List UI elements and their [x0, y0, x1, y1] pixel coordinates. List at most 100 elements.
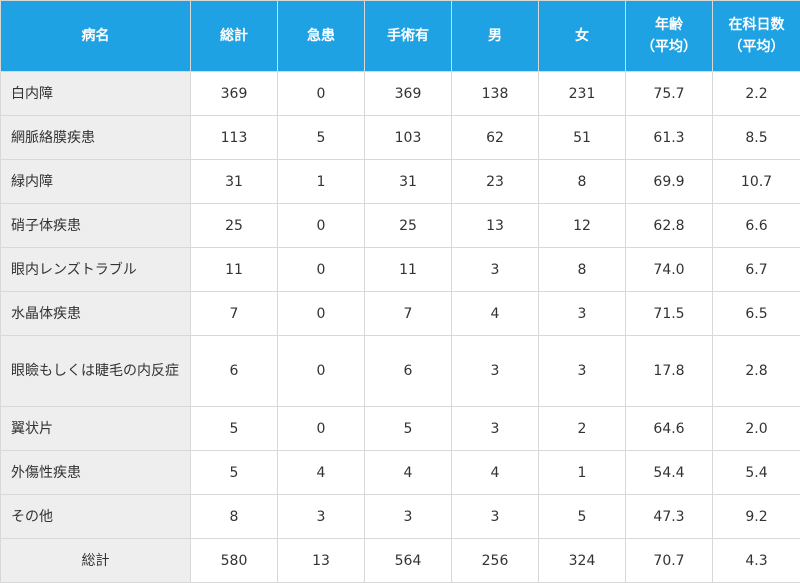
header-emergency: 急患	[277, 0, 365, 72]
cell-age: 54.4	[625, 450, 713, 495]
cell-days: 2.0	[712, 406, 800, 451]
cell-age: 17.8	[625, 335, 713, 407]
cell-surgery: 5	[364, 406, 452, 451]
cell-age: 75.7	[625, 71, 713, 116]
table-row: その他 8 3 3 3 5 47.3 9.2	[0, 494, 800, 539]
header-male: 男	[451, 0, 539, 72]
table-row: 眼内レンズトラブル 11 0 11 3 8 74.0 6.7	[0, 247, 800, 292]
cell-female: 1	[538, 450, 626, 495]
cell-age: 61.3	[625, 115, 713, 160]
table-row: 眼瞼もしくは睫毛の内反症 6 0 6 3 3 17.8 2.8	[0, 335, 800, 407]
cell-emergency: 0	[277, 406, 365, 451]
cell-age: 69.9	[625, 159, 713, 204]
cell-total: 5	[190, 406, 278, 451]
table-row: 白内障 369 0 369 138 231 75.7 2.2	[0, 71, 800, 116]
header-days-line1: 在科日数	[728, 17, 785, 33]
cell-days: 4.3	[712, 538, 800, 583]
cell-female: 12	[538, 203, 626, 248]
cell-female: 51	[538, 115, 626, 160]
cell-surgery: 564	[364, 538, 452, 583]
cell-male: 4	[451, 291, 539, 336]
table-row: 緑内障 31 1 31 23 8 69.9 10.7	[0, 159, 800, 204]
header-days-line2: （平均）	[728, 39, 785, 55]
cell-age: 74.0	[625, 247, 713, 292]
cell-male: 3	[451, 406, 539, 451]
cell-age: 71.5	[625, 291, 713, 336]
cell-name: 外傷性疾患	[0, 450, 191, 495]
cell-name: 翼状片	[0, 406, 191, 451]
cell-age: 62.8	[625, 203, 713, 248]
cell-name: 総計	[0, 538, 191, 583]
cell-emergency: 13	[277, 538, 365, 583]
cell-surgery: 3	[364, 494, 452, 539]
header-age-line1: 年齢	[655, 17, 683, 33]
header-female: 女	[538, 0, 626, 72]
cell-female: 3	[538, 335, 626, 407]
cell-total: 8	[190, 494, 278, 539]
cell-surgery: 369	[364, 71, 452, 116]
cell-name: 眼瞼もしくは睫毛の内反症	[0, 335, 191, 407]
cell-male: 13	[451, 203, 539, 248]
cell-emergency: 1	[277, 159, 365, 204]
cell-male: 3	[451, 247, 539, 292]
cell-name: 網脈絡膜疾患	[0, 115, 191, 160]
table-row: 網脈絡膜疾患 113 5 103 62 51 61.3 8.5	[0, 115, 800, 160]
cell-total: 25	[190, 203, 278, 248]
table-row: 硝子体疾患 25 0 25 13 12 62.8 6.6	[0, 203, 800, 248]
cell-surgery: 6	[364, 335, 452, 407]
header-total: 総計	[190, 0, 278, 72]
cell-surgery: 103	[364, 115, 452, 160]
cell-days: 8.5	[712, 115, 800, 160]
table-row: 翼状片 5 0 5 3 2 64.6 2.0	[0, 406, 800, 451]
cell-emergency: 0	[277, 203, 365, 248]
cell-name: その他	[0, 494, 191, 539]
cell-days: 10.7	[712, 159, 800, 204]
header-row: 病名 総計 急患 手術有 男 女 年齢 （平均） 在科日数 （平均）	[0, 0, 800, 72]
cell-total: 7	[190, 291, 278, 336]
cell-total: 113	[190, 115, 278, 160]
cell-name: 眼内レンズトラブル	[0, 247, 191, 292]
cell-name: 水晶体疾患	[0, 291, 191, 336]
cell-male: 138	[451, 71, 539, 116]
cell-surgery: 25	[364, 203, 452, 248]
cell-male: 4	[451, 450, 539, 495]
cell-total: 580	[190, 538, 278, 583]
cell-total: 11	[190, 247, 278, 292]
cell-emergency: 0	[277, 247, 365, 292]
cell-name: 白内障	[0, 71, 191, 116]
cell-female: 324	[538, 538, 626, 583]
cell-days: 6.6	[712, 203, 800, 248]
cell-days: 6.5	[712, 291, 800, 336]
cell-age: 47.3	[625, 494, 713, 539]
header-days: 在科日数 （平均）	[712, 0, 800, 72]
cell-emergency: 0	[277, 71, 365, 116]
cell-emergency: 0	[277, 291, 365, 336]
cell-male: 256	[451, 538, 539, 583]
total-row: 総計 580 13 564 256 324 70.7 4.3	[0, 538, 800, 583]
cell-total: 369	[190, 71, 278, 116]
cell-total: 31	[190, 159, 278, 204]
cell-days: 9.2	[712, 494, 800, 539]
cell-male: 23	[451, 159, 539, 204]
cell-surgery: 11	[364, 247, 452, 292]
cell-days: 6.7	[712, 247, 800, 292]
cell-female: 3	[538, 291, 626, 336]
cell-female: 2	[538, 406, 626, 451]
cell-days: 5.4	[712, 450, 800, 495]
cell-male: 3	[451, 335, 539, 407]
cell-days: 2.8	[712, 335, 800, 407]
header-disease-name: 病名	[0, 0, 191, 72]
cell-emergency: 0	[277, 335, 365, 407]
cell-surgery: 7	[364, 291, 452, 336]
cell-female: 8	[538, 247, 626, 292]
header-age: 年齢 （平均）	[625, 0, 713, 72]
header-age-line2: （平均）	[641, 39, 697, 55]
cell-emergency: 5	[277, 115, 365, 160]
table-row: 水晶体疾患 7 0 7 4 3 71.5 6.5	[0, 291, 800, 336]
cell-surgery: 4	[364, 450, 452, 495]
cell-name: 緑内障	[0, 159, 191, 204]
cell-emergency: 4	[277, 450, 365, 495]
cell-age: 70.7	[625, 538, 713, 583]
cell-male: 62	[451, 115, 539, 160]
